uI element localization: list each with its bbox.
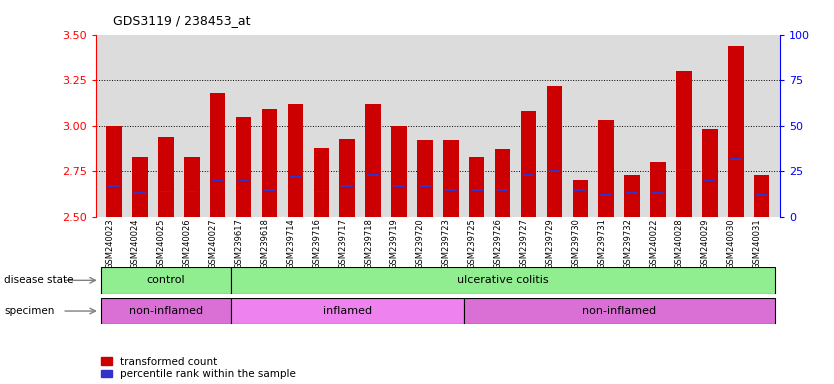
- Text: non-inflamed: non-inflamed: [582, 306, 656, 316]
- Bar: [730, 158, 741, 159]
- Bar: [210, 93, 225, 217]
- Bar: [314, 148, 329, 217]
- Text: disease state: disease state: [4, 275, 73, 285]
- Bar: [393, 185, 404, 187]
- Bar: [652, 192, 664, 194]
- Bar: [573, 180, 588, 217]
- Bar: [575, 189, 586, 190]
- Bar: [546, 86, 562, 217]
- Bar: [236, 117, 251, 217]
- Bar: [315, 190, 327, 192]
- Bar: [264, 189, 275, 190]
- Text: ulcerative colitis: ulcerative colitis: [457, 275, 549, 285]
- Bar: [367, 174, 379, 176]
- Text: GDS3119 / 238453_at: GDS3119 / 238453_at: [113, 14, 250, 27]
- Bar: [523, 174, 535, 176]
- Text: specimen: specimen: [4, 306, 54, 316]
- Bar: [702, 129, 717, 217]
- Bar: [132, 157, 148, 217]
- Bar: [365, 104, 381, 217]
- Bar: [443, 141, 459, 217]
- Bar: [288, 104, 303, 217]
- Bar: [678, 169, 690, 170]
- Bar: [626, 192, 638, 194]
- Text: inflamed: inflamed: [323, 306, 372, 316]
- Bar: [497, 189, 509, 190]
- Bar: [754, 175, 770, 217]
- Bar: [106, 126, 122, 217]
- Bar: [108, 185, 120, 187]
- Bar: [419, 185, 430, 187]
- Bar: [341, 185, 353, 187]
- Text: non-inflamed: non-inflamed: [128, 306, 203, 316]
- Bar: [231, 298, 464, 324]
- Bar: [238, 180, 249, 181]
- Bar: [445, 189, 457, 190]
- Legend: transformed count, percentile rank within the sample: transformed count, percentile rank withi…: [101, 357, 296, 379]
- Bar: [101, 267, 231, 294]
- Bar: [212, 180, 224, 181]
- Bar: [471, 189, 483, 190]
- Bar: [728, 46, 744, 217]
- Bar: [495, 149, 510, 217]
- Bar: [676, 71, 691, 217]
- Bar: [134, 192, 146, 194]
- Bar: [464, 298, 775, 324]
- Bar: [186, 190, 198, 192]
- Bar: [339, 139, 355, 217]
- Bar: [262, 109, 277, 217]
- Bar: [184, 157, 199, 217]
- Bar: [469, 157, 485, 217]
- Bar: [417, 141, 433, 217]
- Text: control: control: [147, 275, 185, 285]
- Bar: [625, 175, 640, 217]
- Bar: [101, 298, 231, 324]
- Bar: [600, 194, 612, 196]
- Bar: [160, 190, 172, 192]
- Bar: [231, 267, 775, 294]
- Bar: [289, 176, 301, 178]
- Bar: [651, 162, 666, 217]
- Bar: [158, 137, 173, 217]
- Bar: [704, 180, 716, 181]
- Bar: [391, 126, 407, 217]
- Bar: [520, 111, 536, 217]
- Bar: [549, 170, 560, 172]
- Bar: [756, 194, 767, 196]
- Bar: [599, 120, 614, 217]
